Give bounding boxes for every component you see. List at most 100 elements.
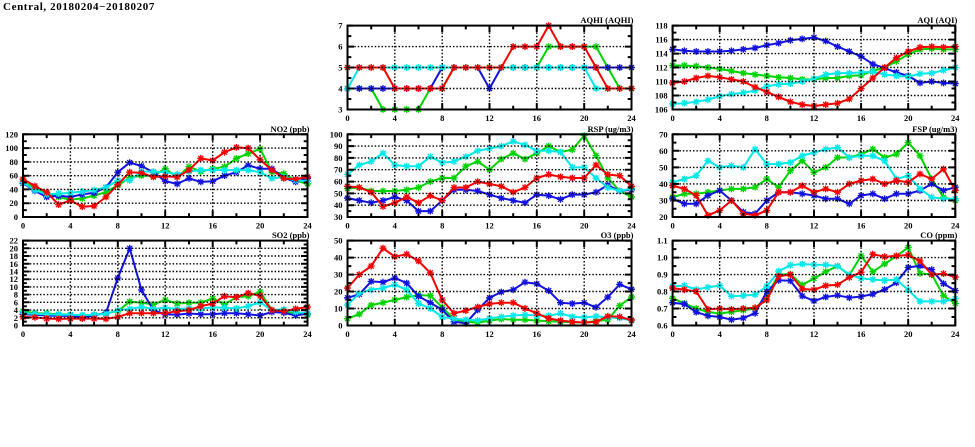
svg-text:70: 70 xyxy=(334,165,343,175)
svg-text:4: 4 xyxy=(718,221,723,231)
svg-text:24: 24 xyxy=(951,329,960,339)
svg-text:40: 40 xyxy=(334,253,343,263)
svg-text:8: 8 xyxy=(440,113,444,123)
svg-text:24: 24 xyxy=(303,329,312,339)
svg-text:0: 0 xyxy=(670,221,674,231)
svg-text:12: 12 xyxy=(161,329,170,339)
svg-text:16: 16 xyxy=(208,221,217,231)
svg-text:0: 0 xyxy=(345,221,349,231)
svg-text:118: 118 xyxy=(655,21,667,31)
svg-text:4: 4 xyxy=(68,329,73,339)
svg-text:30: 30 xyxy=(334,212,343,222)
svg-text:12: 12 xyxy=(810,113,819,123)
svg-text:AQHI (AQHI): AQHI (AQHI) xyxy=(580,15,633,25)
svg-text:8: 8 xyxy=(440,221,444,231)
svg-text:16: 16 xyxy=(533,113,542,123)
svg-text:20: 20 xyxy=(334,287,343,297)
svg-text:0: 0 xyxy=(670,329,674,339)
svg-text:20: 20 xyxy=(904,329,913,339)
svg-text:3: 3 xyxy=(338,105,342,115)
svg-text:16: 16 xyxy=(857,221,866,231)
svg-text:4: 4 xyxy=(718,113,723,123)
svg-text:60: 60 xyxy=(334,177,343,187)
svg-text:10: 10 xyxy=(334,304,343,314)
svg-text:20: 20 xyxy=(659,212,668,222)
svg-text:100: 100 xyxy=(330,129,343,139)
svg-text:90: 90 xyxy=(334,141,343,151)
svg-text:20: 20 xyxy=(580,221,589,231)
svg-text:8: 8 xyxy=(116,221,120,231)
svg-text:4: 4 xyxy=(393,113,398,123)
svg-text:0.7: 0.7 xyxy=(657,304,668,314)
svg-text:0: 0 xyxy=(21,329,25,339)
svg-text:Central, 20180204−20180207: Central, 20180204−20180207 xyxy=(3,1,155,13)
svg-text:40: 40 xyxy=(10,184,19,194)
svg-text:RSP (ug/m3): RSP (ug/m3) xyxy=(587,124,633,134)
svg-text:20: 20 xyxy=(10,243,19,253)
svg-text:4: 4 xyxy=(393,329,398,339)
svg-text:8: 8 xyxy=(765,221,769,231)
svg-text:7: 7 xyxy=(338,21,343,31)
svg-text:0: 0 xyxy=(14,212,18,222)
svg-text:12: 12 xyxy=(161,221,170,231)
svg-text:50: 50 xyxy=(334,188,343,198)
svg-text:30: 30 xyxy=(334,270,343,280)
svg-text:100: 100 xyxy=(5,143,18,153)
svg-text:20: 20 xyxy=(904,113,913,123)
svg-text:20: 20 xyxy=(10,198,19,208)
svg-text:24: 24 xyxy=(627,113,636,123)
svg-text:1.0: 1.0 xyxy=(657,253,668,263)
svg-text:20: 20 xyxy=(580,329,589,339)
svg-text:4: 4 xyxy=(14,305,19,315)
svg-text:0.8: 0.8 xyxy=(657,287,668,297)
svg-text:SO2 (ppb): SO2 (ppb) xyxy=(272,230,310,240)
svg-text:112: 112 xyxy=(655,63,667,73)
svg-text:FSP (ug/m3): FSP (ug/m3) xyxy=(912,124,957,134)
svg-text:24: 24 xyxy=(627,221,636,231)
svg-text:70: 70 xyxy=(659,129,668,139)
svg-text:24: 24 xyxy=(303,221,312,231)
svg-text:12: 12 xyxy=(485,113,494,123)
svg-text:18: 18 xyxy=(10,251,19,261)
svg-text:24: 24 xyxy=(627,329,636,339)
svg-text:12: 12 xyxy=(810,221,819,231)
svg-text:50: 50 xyxy=(334,236,343,246)
svg-text:16: 16 xyxy=(857,113,866,123)
svg-text:16: 16 xyxy=(857,329,866,339)
svg-text:20: 20 xyxy=(580,113,589,123)
svg-text:40: 40 xyxy=(659,179,668,189)
svg-text:116: 116 xyxy=(655,35,667,45)
svg-text:8: 8 xyxy=(765,113,769,123)
svg-text:24: 24 xyxy=(951,221,960,231)
svg-text:80: 80 xyxy=(10,157,19,167)
svg-text:0: 0 xyxy=(338,321,342,331)
svg-text:12: 12 xyxy=(485,329,494,339)
svg-text:8: 8 xyxy=(116,329,120,339)
svg-text:60: 60 xyxy=(10,171,19,181)
svg-text:10: 10 xyxy=(10,282,19,292)
svg-text:12: 12 xyxy=(810,329,819,339)
svg-text:6: 6 xyxy=(14,297,18,307)
svg-text:16: 16 xyxy=(10,259,19,269)
svg-text:20: 20 xyxy=(256,329,265,339)
svg-text:4: 4 xyxy=(68,221,73,231)
svg-text:16: 16 xyxy=(533,329,542,339)
svg-text:20: 20 xyxy=(904,221,913,231)
svg-text:114: 114 xyxy=(655,49,668,59)
svg-text:0: 0 xyxy=(345,329,349,339)
svg-text:0: 0 xyxy=(14,321,18,331)
svg-text:O3 (ppb): O3 (ppb) xyxy=(601,230,634,240)
svg-text:0: 0 xyxy=(345,113,349,123)
svg-text:14: 14 xyxy=(10,267,19,277)
svg-text:8: 8 xyxy=(765,329,769,339)
svg-text:24: 24 xyxy=(951,113,960,123)
svg-text:120: 120 xyxy=(5,129,18,139)
svg-text:4: 4 xyxy=(393,221,398,231)
svg-text:22: 22 xyxy=(10,236,19,246)
svg-text:16: 16 xyxy=(533,221,542,231)
svg-text:12: 12 xyxy=(10,274,19,284)
svg-text:80: 80 xyxy=(334,153,343,163)
svg-text:2: 2 xyxy=(14,313,18,323)
svg-text:12: 12 xyxy=(485,221,494,231)
svg-text:20: 20 xyxy=(256,221,265,231)
